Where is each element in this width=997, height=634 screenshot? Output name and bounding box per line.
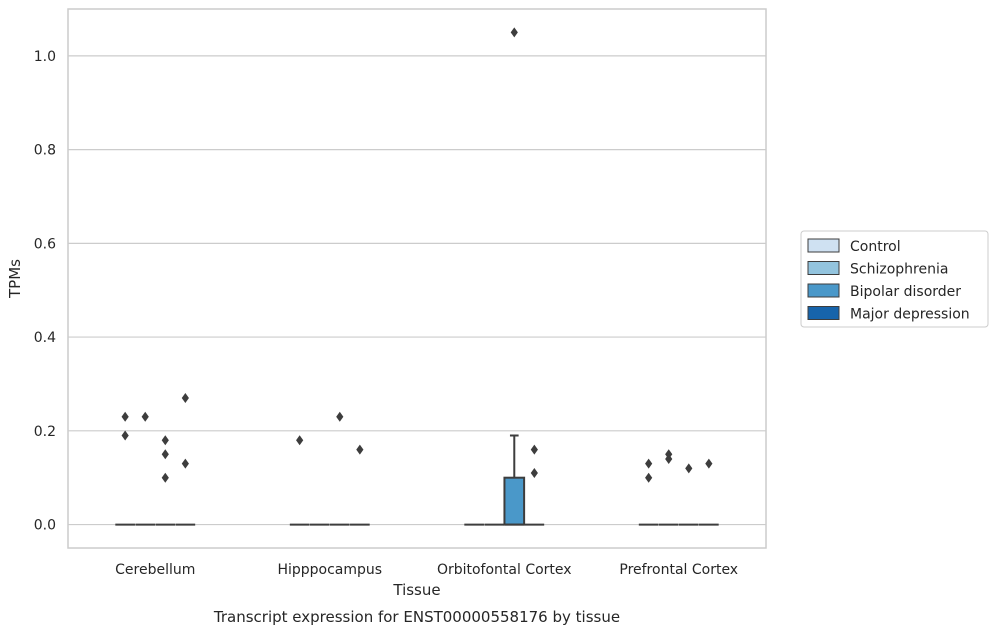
x-tick-label: Cerebellum xyxy=(115,562,195,578)
outlier-point xyxy=(645,458,653,469)
box-bipolar-disorder xyxy=(678,463,699,526)
outlier-point xyxy=(530,468,538,479)
y-axis-label: TPMs xyxy=(6,259,24,299)
box-major-depression xyxy=(699,458,719,526)
legend-swatch xyxy=(807,306,840,320)
y-tick-labels: 0.0 0.2 0.4 0.6 0.8 1.0 xyxy=(34,49,56,534)
outlier-point xyxy=(530,444,538,455)
legend-swatch xyxy=(807,261,840,275)
outlier-point xyxy=(121,430,129,441)
outlier-point xyxy=(161,435,169,446)
outlier-point xyxy=(181,458,189,469)
y-tick-label: 1.0 xyxy=(34,49,56,65)
outlier-point xyxy=(705,458,713,469)
box-major-depression xyxy=(524,444,545,526)
outlier-point xyxy=(161,449,169,460)
y-tick-label: 0.8 xyxy=(34,143,56,159)
box-body xyxy=(503,476,526,526)
y-tick-label: 0.4 xyxy=(34,330,56,346)
legend-label: Major depression xyxy=(850,307,970,323)
plot-frame xyxy=(67,8,767,549)
x-tick-label: Orbitofontal Cortex xyxy=(437,562,572,578)
grid xyxy=(68,55,766,526)
legend-label: Schizophrenia xyxy=(850,262,948,278)
outlier-point xyxy=(141,411,149,422)
legend-swatch xyxy=(807,238,840,253)
outlier-point xyxy=(685,463,693,474)
y-tick-label: 0.6 xyxy=(34,236,56,252)
box-schizophrenia xyxy=(135,411,156,526)
legend-label: Bipolar disorder xyxy=(850,284,961,300)
box-control xyxy=(115,411,135,526)
box-bipolar-disorder xyxy=(503,27,526,526)
outlier-point xyxy=(161,472,169,483)
box-bipolar-disorder xyxy=(329,411,350,526)
box-major-depression xyxy=(350,444,370,526)
outlier-point xyxy=(645,472,653,483)
box-control xyxy=(289,435,310,526)
legend-swatch xyxy=(807,283,840,298)
x-tick-labels: Cerebellum Hipppocampus Orbitofontal Corte… xyxy=(115,562,738,578)
y-tick-label: 0.0 xyxy=(34,518,56,534)
chart-title: Transcript expression for ENST0000055817… xyxy=(213,608,620,626)
outlier-point xyxy=(121,411,129,422)
x-tick-label: Prefrontal Cortex xyxy=(619,562,738,578)
y-tick-label: 0.2 xyxy=(34,424,56,440)
outlier-point xyxy=(510,27,518,38)
x-axis-label: Tissue xyxy=(392,581,440,599)
legend-label: Control xyxy=(850,239,901,255)
outlier-point xyxy=(296,435,304,446)
legend: Control Schizophrenia Bipolar disorder Majo… xyxy=(800,230,989,328)
outlier-point xyxy=(356,444,364,455)
outlier-point xyxy=(665,449,673,460)
x-tick-label: Hipppocampus xyxy=(277,562,382,578)
box-major-depression xyxy=(175,393,196,526)
outlier-point xyxy=(336,411,344,422)
box-bipolar-disorder xyxy=(155,435,176,526)
boxes xyxy=(115,27,719,526)
box-control xyxy=(638,458,659,526)
legend-frame xyxy=(800,230,989,328)
box-schizophrenia xyxy=(658,449,679,526)
outlier-point xyxy=(181,393,189,404)
